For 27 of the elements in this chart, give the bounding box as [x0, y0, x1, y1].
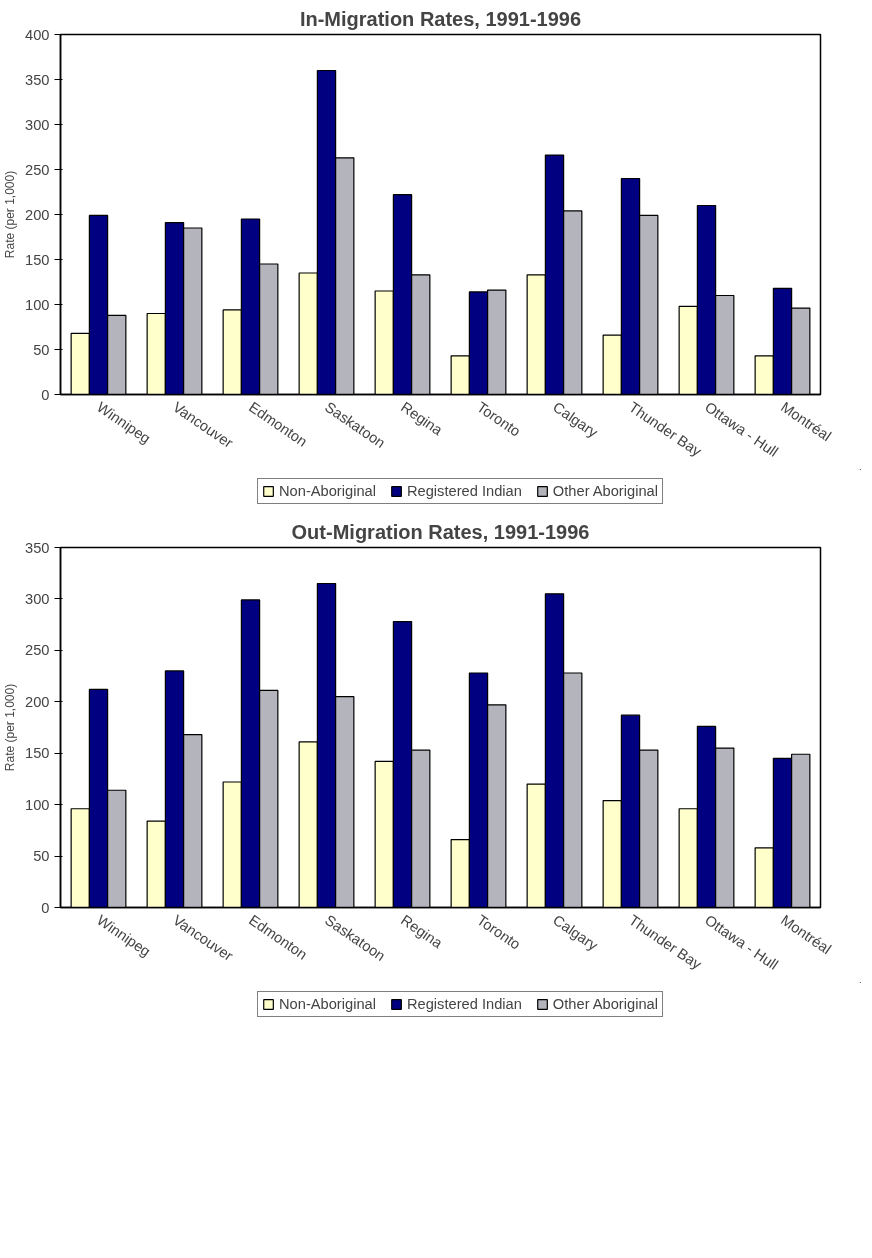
y-tick-label: 150 [25, 251, 50, 268]
y-tick-label: 350 [25, 539, 50, 556]
legend-label: Non-Aboriginal [279, 483, 376, 499]
legend-label: Non-Aboriginal [279, 996, 376, 1012]
y-tick-label: 300 [25, 590, 50, 607]
y-tick-label: 200 [25, 693, 50, 710]
y-tick-label: 250 [25, 161, 50, 178]
y-axis-title: Rate (per 1,000) [3, 683, 18, 772]
legend-label: Other Aboriginal [552, 996, 658, 1012]
chart-title: Out-Migration Rates, 1991-1996 [291, 520, 590, 543]
legend-label: Registered Indian [406, 996, 522, 1012]
y-tick-label: 50 [33, 848, 50, 865]
y-tick-label: 0 [41, 386, 50, 403]
y-tick-label: 400 [25, 26, 50, 43]
y-tick-label: 250 [25, 642, 50, 659]
y-tick-label: 300 [25, 116, 50, 133]
y-tick-label: 200 [25, 206, 50, 223]
y-tick-label: 350 [25, 71, 50, 88]
y-tick-label: 0 [41, 899, 50, 916]
legend-label: Other Aboriginal [552, 483, 658, 499]
y-tick-label: 100 [25, 296, 50, 313]
y-axis-title: Rate (per 1,000) [3, 170, 18, 259]
y-tick-label: 150 [25, 745, 50, 762]
y-tick-label: 100 [25, 796, 50, 813]
chart-title: In-Migration Rates, 1991-1996 [299, 7, 582, 30]
legend-label: Registered Indian [406, 483, 522, 499]
y-tick-label: 50 [33, 341, 50, 358]
